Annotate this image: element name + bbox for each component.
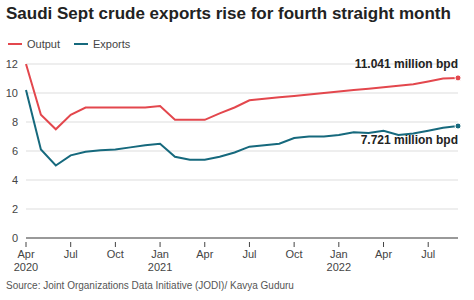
- html-text:Output: Output: [27, 38, 60, 50]
- svg-text:Oct: Oct: [286, 248, 303, 260]
- svg-text:4: 4: [12, 174, 18, 186]
- svg-text:6: 6: [12, 145, 18, 157]
- svg-text:Apr2020: Apr2020: [14, 248, 38, 272]
- html-text:Exports: Exports: [93, 38, 131, 50]
- svg-text:Jul: Jul: [242, 248, 256, 260]
- svg-text:2: 2: [12, 203, 18, 215]
- svg-text:11.041 million bpd: 11.041 million bpd: [355, 58, 458, 71]
- svg-text:Apr: Apr: [196, 248, 213, 260]
- svg-text:8: 8: [12, 116, 18, 128]
- svg-text:Jul: Jul: [421, 248, 435, 260]
- svg-text:Jul: Jul: [64, 248, 78, 260]
- svg-text:Jan2022: Jan2022: [327, 248, 351, 272]
- svg-text:Apr: Apr: [375, 248, 392, 260]
- svg-text:10: 10: [8, 87, 18, 99]
- svg-text:Jan2021: Jan2021: [148, 248, 172, 272]
- html-text:Source: Joint Organizations Da: Source: Joint Organizations Data Initiat…: [6, 280, 294, 291]
- svg-text:12: 12: [8, 58, 18, 70]
- svg-text:0: 0: [12, 232, 18, 244]
- svg-text:Oct: Oct: [107, 248, 124, 260]
- html-text:Saudi Sept crude exports rise: Saudi Sept crude exports rise for fourth…: [6, 4, 451, 23]
- svg-text:7.721 million bpd: 7.721 million bpd: [361, 133, 458, 147]
